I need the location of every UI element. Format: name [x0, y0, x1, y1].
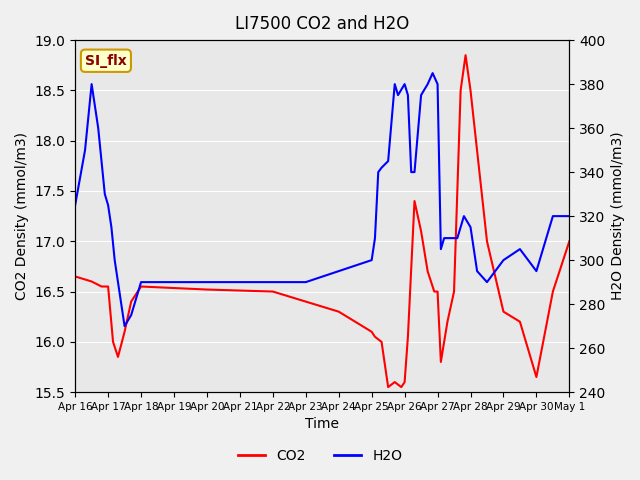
CO2: [424, 268, 431, 274]
X-axis label: Time: Time: [305, 418, 339, 432]
H2O: [424, 81, 431, 87]
Text: SI_flx: SI_flx: [85, 54, 127, 68]
H2O: [454, 235, 461, 241]
H2O: [378, 165, 385, 170]
CO2: [404, 334, 412, 340]
H2O: [401, 81, 408, 87]
CO2: [203, 287, 211, 292]
Line: H2O: H2O: [75, 73, 570, 326]
CO2: [450, 288, 458, 294]
CO2: [411, 198, 419, 204]
H2O: [447, 235, 454, 241]
CO2: [114, 354, 122, 360]
H2O: [137, 279, 145, 285]
CO2: [532, 374, 540, 380]
CO2: [417, 228, 425, 234]
H2O: [460, 213, 468, 219]
Legend: CO2, H2O: CO2, H2O: [232, 443, 408, 468]
H2O: [384, 158, 392, 164]
CO2: [431, 288, 438, 294]
CO2: [397, 384, 405, 390]
CO2: [269, 288, 276, 294]
H2O: [408, 169, 415, 175]
H2O: [417, 92, 425, 98]
H2O: [111, 257, 118, 263]
CO2: [371, 334, 379, 340]
Line: CO2: CO2: [75, 55, 570, 387]
CO2: [127, 299, 135, 304]
H2O: [101, 191, 109, 197]
H2O: [88, 81, 95, 87]
CO2: [467, 87, 474, 93]
CO2: [104, 284, 112, 289]
H2O: [121, 323, 129, 329]
CO2: [384, 384, 392, 390]
H2O: [368, 257, 376, 263]
CO2: [391, 379, 399, 385]
H2O: [108, 224, 115, 230]
H2O: [473, 268, 481, 274]
H2O: [104, 202, 112, 208]
H2O: [411, 169, 419, 175]
CO2: [71, 274, 79, 279]
H2O: [500, 257, 508, 263]
H2O: [394, 92, 402, 98]
H2O: [71, 202, 79, 208]
H2O: [429, 70, 436, 76]
H2O: [170, 279, 178, 285]
CO2: [335, 309, 342, 314]
H2O: [81, 147, 89, 153]
H2O: [117, 301, 125, 307]
H2O: [532, 268, 540, 274]
CO2: [566, 239, 573, 244]
CO2: [516, 319, 524, 324]
H2O: [440, 235, 448, 241]
Y-axis label: CO2 Density (mmol/m3): CO2 Density (mmol/m3): [15, 132, 29, 300]
H2O: [236, 279, 244, 285]
H2O: [127, 312, 135, 318]
H2O: [94, 125, 102, 131]
H2O: [467, 224, 474, 230]
H2O: [391, 81, 399, 87]
CO2: [483, 239, 491, 244]
CO2: [98, 284, 106, 289]
CO2: [88, 278, 95, 284]
CO2: [444, 319, 451, 324]
CO2: [109, 339, 117, 345]
CO2: [401, 379, 408, 385]
Y-axis label: H2O Density (mmol/m3): H2O Density (mmol/m3): [611, 132, 625, 300]
H2O: [549, 213, 557, 219]
CO2: [500, 309, 508, 314]
H2O: [374, 169, 382, 175]
H2O: [404, 92, 412, 98]
CO2: [434, 288, 442, 294]
CO2: [137, 284, 145, 289]
H2O: [302, 279, 310, 285]
CO2: [378, 339, 385, 345]
H2O: [516, 246, 524, 252]
H2O: [434, 81, 442, 87]
H2O: [437, 246, 445, 252]
Title: LI7500 CO2 and H2O: LI7500 CO2 and H2O: [235, 15, 410, 33]
CO2: [121, 329, 129, 335]
H2O: [371, 235, 379, 241]
H2O: [566, 213, 573, 219]
CO2: [437, 359, 445, 365]
CO2: [549, 288, 557, 294]
CO2: [368, 329, 376, 335]
H2O: [483, 279, 491, 285]
CO2: [461, 52, 469, 58]
CO2: [457, 87, 465, 93]
